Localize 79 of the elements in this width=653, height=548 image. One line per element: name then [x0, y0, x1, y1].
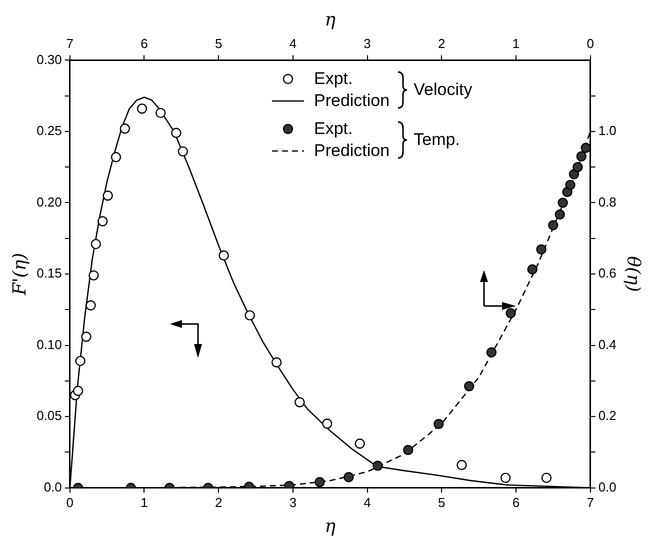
point: [120, 124, 130, 134]
y-tick-label: 0.0: [44, 479, 62, 494]
point: [548, 220, 558, 230]
point: [580, 142, 590, 153]
point: [464, 381, 474, 392]
point: [576, 151, 587, 162]
point: [244, 310, 255, 320]
point: [554, 209, 565, 220]
point: [536, 244, 546, 255]
x2-tick-label: 6: [140, 36, 148, 51]
point: [506, 308, 516, 318]
y2-tick-label: 0.6: [598, 266, 616, 281]
point: [565, 180, 576, 190]
point: [156, 108, 166, 118]
y2-tick-label: 0.4: [598, 336, 616, 352]
point: [88, 270, 99, 281]
x2-tick-label: 4: [289, 36, 297, 51]
point: [344, 472, 354, 482]
point: [90, 238, 102, 250]
x-tick-label: 7: [586, 495, 594, 510]
point: [354, 438, 365, 449]
point: [527, 264, 538, 274]
legend-label: Expt.: [314, 118, 353, 140]
point: [75, 356, 86, 366]
point: [500, 472, 511, 483]
point: [136, 104, 148, 114]
point: [558, 198, 568, 208]
point: [403, 444, 414, 456]
x-axis-title: η: [324, 516, 336, 537]
x2-axis-title: η: [324, 9, 336, 30]
y2-tick-label: 0.8: [598, 194, 616, 210]
x-tick-label: 4: [364, 495, 371, 510]
point: [434, 418, 444, 430]
point: [72, 386, 84, 396]
legend-label: Prediction: [314, 90, 390, 112]
point: [86, 300, 96, 310]
legend-label: Prediction: [314, 140, 390, 162]
y2-axis-title: θ(η): [622, 256, 644, 292]
point: [456, 460, 467, 470]
point: [81, 332, 92, 342]
y2-tick-label: 0.0: [598, 479, 616, 494]
point: [218, 250, 229, 261]
point: [98, 216, 108, 226]
x-tick-label: 2: [214, 495, 222, 510]
y-axis-title: F'(η): [9, 252, 30, 296]
point: [102, 190, 113, 201]
point: [294, 397, 305, 408]
point: [178, 146, 188, 157]
x-tick-label: 3: [289, 495, 297, 510]
x2-tick-label: 5: [214, 36, 222, 51]
y2-tick-label: 1.0: [598, 123, 616, 138]
point: [314, 477, 325, 488]
y-tick-label: 0.10: [36, 336, 62, 352]
point: [110, 152, 122, 162]
y-tick-label: 0.20: [36, 194, 62, 210]
point: [541, 472, 552, 483]
legend-label: Expt.: [314, 68, 353, 90]
annotation: Velocity: [414, 80, 472, 100]
point: [322, 418, 332, 429]
y-tick-label: 0.15: [36, 266, 62, 281]
x2-tick-label: 0: [586, 36, 594, 51]
x-tick-label: 5: [438, 495, 446, 510]
x-tick-label: 0: [66, 495, 74, 510]
point: [271, 357, 282, 368]
point: [572, 162, 583, 172]
point: [171, 128, 182, 138]
x2-tick-label: 1: [512, 36, 520, 51]
y-tick-label: 0.05: [36, 408, 62, 424]
point: [372, 460, 383, 471]
y2-tick-label: 0.2: [598, 408, 616, 424]
x-tick-label: 6: [512, 495, 520, 510]
y-tick-label: 0.30: [36, 52, 62, 67]
annotation: Temp.: [414, 130, 460, 150]
y-tick-label: 0.25: [36, 123, 62, 138]
x2-tick-label: 3: [364, 36, 371, 51]
x2-tick-label: 7: [66, 36, 74, 51]
x-tick-label: 1: [140, 495, 148, 510]
x2-tick-label: 2: [438, 36, 446, 51]
point: [486, 347, 497, 358]
